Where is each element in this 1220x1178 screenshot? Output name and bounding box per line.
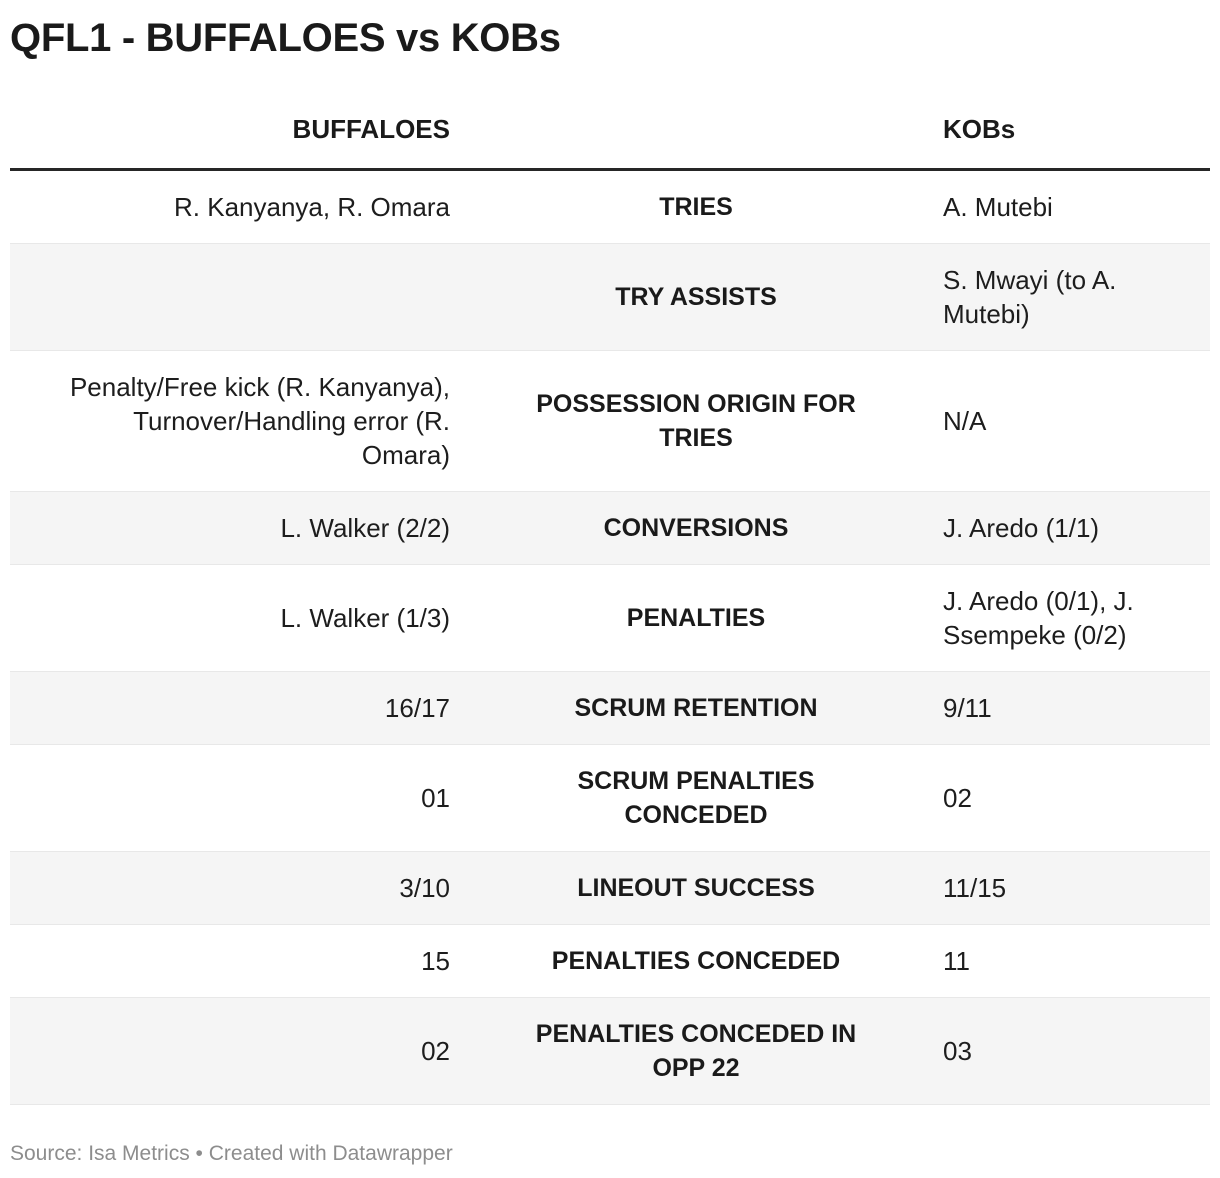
stat-label: TRY ASSISTS	[615, 283, 777, 311]
table-header-row: BUFFALOES KOBs	[10, 62, 1210, 171]
table-row: 16/17 SCRUM RETENTION 9/11	[10, 671, 1210, 744]
buffaloes-value: 16/17	[384, 693, 450, 723]
table-row: 3/10 LINEOUT SUCCESS 11/15	[10, 851, 1210, 924]
buffaloes-value: R. Kanyanya, R. Omara	[174, 192, 450, 222]
stat-label: PENALTIES CONCEDED	[551, 947, 841, 975]
table-row: L. Walker (1/3) PENALTIES J. Aredo (0/1)…	[10, 564, 1210, 671]
source-attribution: Source: Isa Metrics • Created with Dataw…	[10, 1142, 453, 1165]
table-row: TRY ASSISTS S. Mwayi (to A. Mutebi)	[10, 243, 1210, 350]
stat-label: SCRUM RETENTION	[574, 694, 818, 722]
stat-label: PENALTIES	[626, 604, 766, 632]
buffaloes-value: 15	[421, 946, 450, 976]
stat-label: POSSESSION ORIGIN FOR TRIES	[536, 390, 856, 452]
buffaloes-value	[10, 278, 470, 316]
buffaloes-value: 01	[421, 783, 450, 813]
buffaloes-value: L. Walker (2/2)	[280, 513, 450, 543]
column-header-buffaloes: BUFFALOES	[292, 114, 450, 144]
kobs-value: A. Mutebi	[943, 192, 1053, 222]
kobs-value: N/A	[943, 406, 987, 436]
buffaloes-value: 3/10	[399, 873, 450, 903]
table-body: R. Kanyanya, R. Omara TRIES A. Mutebi TR…	[10, 171, 1210, 1105]
buffaloes-value: L. Walker (1/3)	[280, 603, 450, 633]
buffaloes-value: 02	[421, 1036, 450, 1066]
stats-table: BUFFALOES KOBs R. Kanyanya, R. Omara TRI…	[10, 62, 1210, 1105]
kobs-value: 03	[943, 1036, 972, 1066]
stat-label: SCRUM PENALTIES CONCEDED	[577, 767, 815, 829]
stat-label: TRIES	[659, 193, 733, 221]
table-row: Penalty/Free kick (R. Kanyanya), Turnove…	[10, 350, 1210, 491]
kobs-value: 11	[943, 946, 970, 976]
table-row: R. Kanyanya, R. Omara TRIES A. Mutebi	[10, 171, 1210, 243]
kobs-value: S. Mwayi (to A. Mutebi)	[943, 265, 1117, 329]
kobs-value: 9/11	[943, 693, 992, 723]
stat-label: CONVERSIONS	[603, 514, 789, 542]
stat-label: LINEOUT SUCCESS	[577, 874, 815, 902]
column-header-kobs: KOBs	[943, 114, 1016, 144]
buffaloes-value: Penalty/Free kick (R. Kanyanya), Turnove…	[69, 372, 450, 470]
column-header-stat	[470, 79, 922, 151]
kobs-value: J. Aredo (0/1), J. Ssempeke (0/2)	[943, 586, 1134, 650]
table-row: 15 PENALTIES CONCEDED 11	[10, 924, 1210, 997]
table-row: 01 SCRUM PENALTIES CONCEDED 02	[10, 744, 1210, 851]
kobs-value: 11/15	[943, 873, 1007, 903]
page-title: QFL1 - BUFFALOES vs KOBs	[10, 16, 561, 60]
table-row: 02 PENALTIES CONCEDED IN OPP 22 03	[10, 997, 1210, 1104]
kobs-value: J. Aredo (1/1)	[943, 513, 1100, 543]
kobs-value: 02	[943, 783, 972, 813]
stat-label: PENALTIES CONCEDED IN OPP 22	[535, 1020, 857, 1082]
table-row: L. Walker (2/2) CONVERSIONS J. Aredo (1/…	[10, 491, 1210, 564]
